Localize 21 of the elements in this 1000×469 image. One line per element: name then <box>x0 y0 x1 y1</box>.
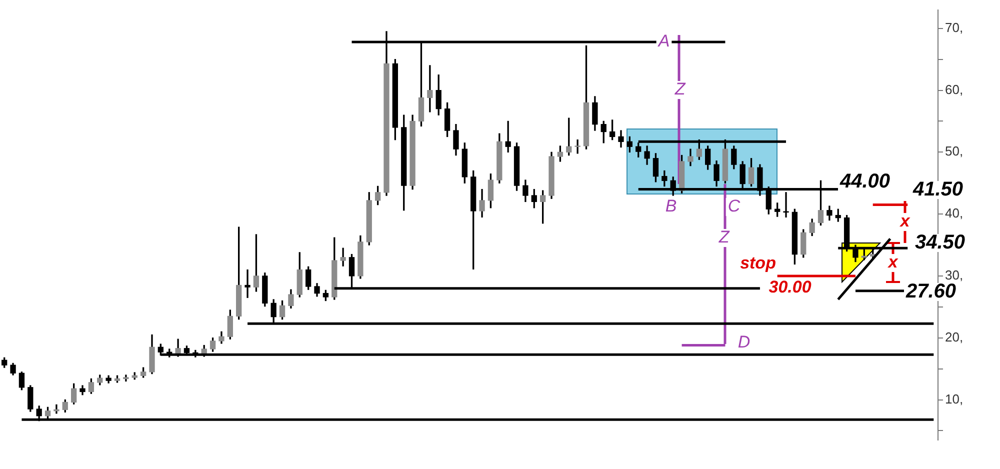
y-tick-label: 50, <box>945 144 964 159</box>
annotation: 30.00 <box>768 278 812 297</box>
annotation: A <box>657 32 670 51</box>
annotation: Z <box>718 228 730 247</box>
y-tick-label: 10, <box>945 391 964 406</box>
y-tick-label: 30, <box>945 268 964 283</box>
annotation: 41.50 <box>912 178 964 201</box>
y-tick-label: 20, <box>945 329 964 344</box>
y-tick-label: 60, <box>945 82 964 97</box>
annotation: C <box>728 196 741 216</box>
annotation: 44.00 <box>839 170 890 193</box>
annotation: B <box>665 196 677 216</box>
y-tick-label: 70, <box>945 20 964 35</box>
y-tick-label: 40, <box>945 206 964 221</box>
annotation: stop <box>740 254 776 273</box>
annotation: D <box>738 332 750 352</box>
annotation: 34.50 <box>915 232 966 254</box>
annotation: x <box>899 212 912 231</box>
annotation: 27.60 <box>905 280 956 303</box>
annotation: Z <box>674 80 686 99</box>
annotation: x <box>887 252 900 272</box>
